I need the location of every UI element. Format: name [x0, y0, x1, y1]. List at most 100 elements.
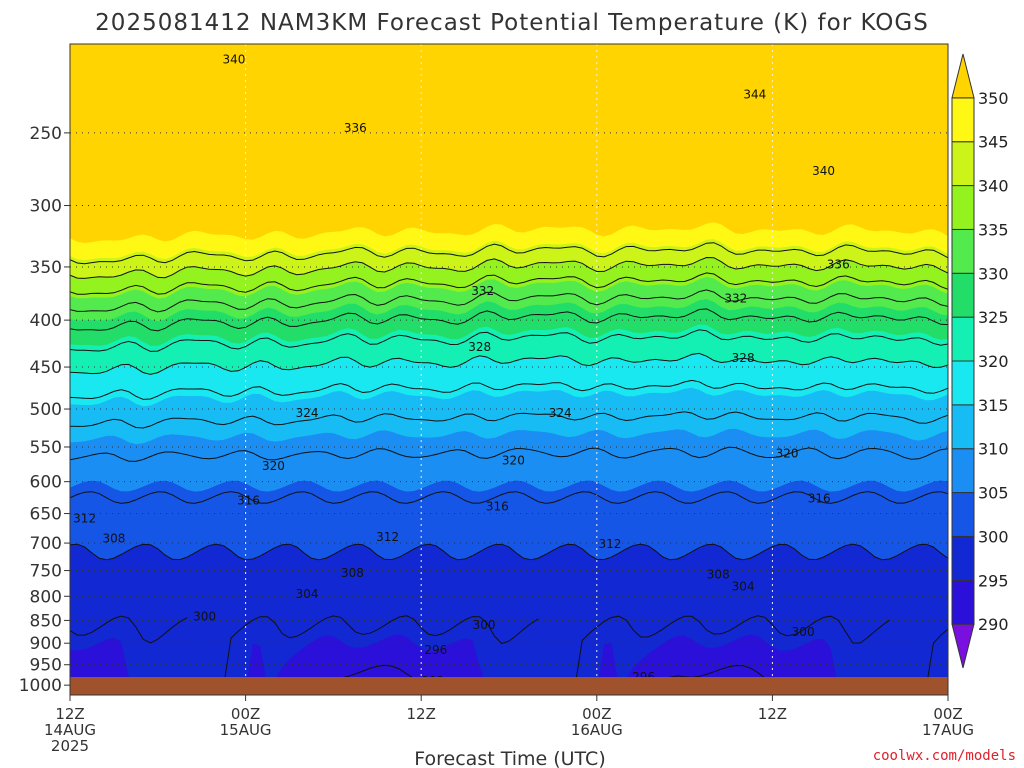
- y-tick-label: 650: [30, 505, 62, 525]
- contour-label: 320: [502, 454, 525, 468]
- colorbar-label: 330: [978, 264, 1009, 283]
- contour-340: [70, 256, 948, 279]
- x-tick-label: 00Z: [231, 705, 260, 723]
- contour-label: 312: [599, 537, 622, 551]
- y-tick-label: 300: [30, 197, 62, 217]
- colorbar-label: 345: [978, 133, 1009, 152]
- colorbar-segment: [951, 272, 975, 318]
- colorbar-label: 340: [978, 177, 1009, 196]
- colorbar-segment: [951, 360, 975, 406]
- contour-label: 332: [471, 284, 494, 298]
- colorbar-segment: [951, 53, 975, 99]
- plot-area: 340 344 336 340 332 336 332 328 328 324 324 320 320 3…: [70, 44, 948, 695]
- y-tick-label: 900: [30, 634, 62, 654]
- x-tick-label: 14AUG: [44, 721, 96, 739]
- contour-300: [70, 543, 948, 561]
- y-tick-label: 500: [30, 400, 62, 420]
- y-tick-label: 1000: [19, 676, 62, 696]
- y-tick-label: 550: [30, 438, 62, 458]
- credit-text: coolwx.com/models: [873, 748, 1016, 764]
- colorbar: 290 295 300 305 310 315 320 325 330 335 340 345 350: [951, 53, 1009, 669]
- x-tick-label: 17AUG: [922, 721, 974, 739]
- contour-label: 336: [344, 121, 367, 135]
- colorbar-segment: [951, 579, 975, 625]
- colorbar-segment: [951, 141, 975, 187]
- x-tick-label: 12Z: [55, 705, 84, 723]
- contour-label: 300: [792, 625, 815, 639]
- colorbar-label: 335: [978, 220, 1009, 239]
- contour-label: 300: [193, 610, 216, 624]
- y-tick-label: 350: [30, 258, 62, 278]
- contour-label: 328: [468, 340, 491, 354]
- contour-label: 312: [376, 530, 399, 544]
- x-tick-label: 2025: [51, 737, 89, 755]
- contour-336: [70, 272, 948, 295]
- contour-304: [70, 491, 948, 504]
- x-tick-label: 00Z: [933, 705, 962, 723]
- colorbar-label: 325: [978, 308, 1009, 327]
- x-tick-label: 00Z: [582, 705, 611, 723]
- colorbar-label: 295: [978, 571, 1009, 590]
- contour-label: 336: [827, 258, 850, 272]
- colorbar-label: 315: [978, 396, 1009, 415]
- contour-label: 324: [296, 406, 319, 420]
- contour-label: 316: [808, 492, 831, 506]
- colorbar-segment: [951, 623, 975, 669]
- contour-label: 324: [549, 406, 572, 420]
- colorbar-label: 300: [978, 527, 1009, 546]
- contour-332: [70, 289, 948, 313]
- colorbar-label: 350: [978, 89, 1009, 108]
- colorbar-segment: [951, 535, 975, 581]
- contour-label: 340: [222, 53, 245, 67]
- x-tick-label: 15AUG: [220, 721, 272, 739]
- plot-frame: [69, 43, 949, 696]
- contour-312: [70, 411, 948, 429]
- colorbar-segment: [951, 316, 975, 362]
- contour-label: 304: [296, 587, 319, 601]
- colorbar-label: 290: [978, 615, 1009, 634]
- x-tick-label: 12Z: [758, 705, 787, 723]
- y-tick-label: 800: [30, 587, 62, 607]
- color-band-350: [70, 44, 948, 243]
- contour-label: 308: [707, 567, 730, 581]
- y-tick-label: 700: [30, 534, 62, 554]
- contour-label: 300: [473, 618, 496, 632]
- pressure-axis: 250 300 350 400 450 500 550 600 650 700 750 800 850 9…: [19, 124, 70, 696]
- y-tick-label: 850: [30, 611, 62, 631]
- contour-label: 296: [424, 643, 447, 657]
- x-tick-label: 12Z: [407, 705, 436, 723]
- ground-surface: [70, 677, 948, 695]
- colorbar-segment: [951, 228, 975, 274]
- x-tick-label: 16AUG: [571, 721, 623, 739]
- contour-label: 332: [724, 292, 747, 306]
- colorbar-segment: [951, 448, 975, 494]
- contour-296: [70, 615, 948, 695]
- contour-320: [70, 352, 948, 375]
- colorbar-label: 320: [978, 352, 1009, 371]
- contour-label: 316: [237, 493, 260, 507]
- contour-label: 344: [743, 87, 766, 101]
- contour-324: [70, 329, 948, 352]
- y-tick-label: 750: [30, 562, 62, 582]
- y-tick-label: 950: [30, 656, 62, 676]
- contour-label: 308: [341, 566, 364, 580]
- contour-label: 308: [102, 531, 125, 545]
- contour-label: 320: [262, 459, 285, 473]
- chart-title: 2025081412 NAM3KM Forecast Potential Tem…: [95, 10, 929, 36]
- contour-label: 312: [73, 511, 96, 525]
- y-tick-label: 600: [30, 473, 62, 493]
- contour-308: [70, 446, 948, 462]
- colorbar-label: 310: [978, 440, 1009, 459]
- y-tick-label: 400: [30, 311, 62, 331]
- y-tick-label: 250: [30, 124, 62, 144]
- contour-label: 316: [486, 500, 509, 514]
- contour-label: 320: [776, 446, 799, 460]
- colorbar-label: 305: [978, 484, 1009, 503]
- contour-344: [70, 242, 948, 265]
- contour-316: [70, 379, 948, 400]
- colorbar-segment: [951, 404, 975, 450]
- contour-328: [70, 308, 948, 332]
- contour-label: 328: [732, 351, 755, 365]
